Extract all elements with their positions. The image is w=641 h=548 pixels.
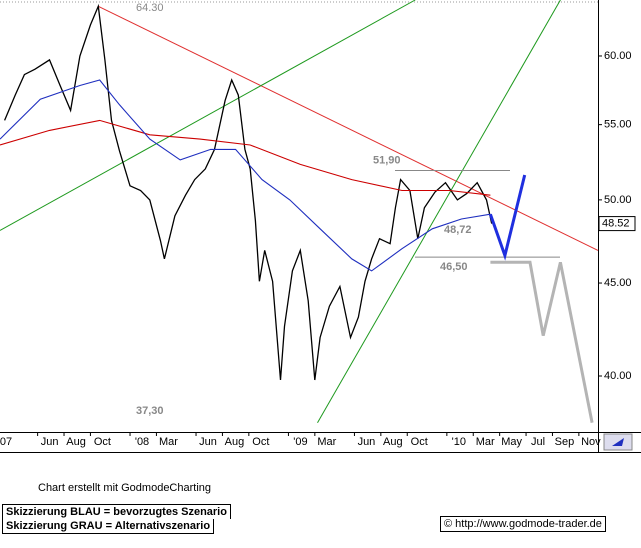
x-tick-label: '10 bbox=[452, 436, 466, 448]
x-tick-label: Aug bbox=[383, 436, 403, 448]
level-label: 51,90 bbox=[373, 154, 401, 166]
x-tick-label: Jun bbox=[358, 436, 376, 448]
y-tick-label: 45.00 bbox=[604, 277, 632, 289]
trendline bbox=[0, 0, 416, 231]
legend-grey: Skizzierung GRAU = Alternativszenario bbox=[2, 519, 215, 534]
x-tick-label: Jun bbox=[199, 436, 217, 448]
x-tick-label: Mar bbox=[476, 436, 495, 448]
last-price-box bbox=[598, 216, 636, 232]
y-tick-label: 60.00 bbox=[604, 50, 632, 62]
source: © http://www.godmode-trader.de bbox=[440, 516, 606, 532]
x-tick-label: 07 bbox=[0, 436, 12, 448]
x-tick-label: '08 bbox=[135, 436, 149, 448]
scenario-line bbox=[490, 260, 594, 423]
x-tick-label: Jul bbox=[531, 436, 545, 448]
y-tick-label: 50.00 bbox=[604, 194, 632, 206]
credit: Chart erstellt mit GodmodeCharting bbox=[38, 482, 212, 494]
annotation: 37,30 bbox=[136, 405, 164, 417]
price-line bbox=[4, 3, 493, 381]
x-tick-label: Aug bbox=[66, 436, 86, 448]
x-tick-label: '09 bbox=[293, 436, 307, 448]
x-tick-label: Aug bbox=[225, 436, 245, 448]
annotation: 48,72 bbox=[444, 224, 472, 236]
annotation: 64.30 bbox=[136, 2, 164, 14]
plot-area bbox=[0, 0, 598, 432]
x-tick-label: Jun bbox=[41, 436, 59, 448]
x-tick-label: Mar bbox=[159, 436, 178, 448]
x-tick-label: Oct bbox=[252, 436, 269, 448]
x-tick-label: Oct bbox=[411, 436, 428, 448]
last-price-label: 48.52 bbox=[602, 217, 630, 229]
moving-average bbox=[0, 119, 491, 196]
y-tick-label: 55.00 bbox=[604, 119, 632, 131]
y-tick-label: 40.00 bbox=[604, 370, 632, 382]
level-label: 46,50 bbox=[440, 261, 468, 273]
x-tick-label: Mar bbox=[317, 436, 336, 448]
trendline bbox=[317, 0, 561, 423]
x-tick-label: Nov bbox=[581, 436, 601, 448]
chart: 40.00 45.00 50.00 55.00 60.00 07 Jun Aug Oct '08 M… bbox=[0, 0, 641, 453]
moving-average bbox=[0, 79, 491, 272]
nav-arrow bbox=[612, 438, 624, 446]
x-tick-label: Sep bbox=[555, 436, 575, 448]
scenario-line bbox=[488, 174, 527, 261]
x-tick-label: Oct bbox=[94, 436, 111, 448]
x-tick-label: May bbox=[501, 436, 522, 448]
legend-blue: Skizzierung BLAU = bevorzugtes Szenario bbox=[2, 504, 231, 519]
